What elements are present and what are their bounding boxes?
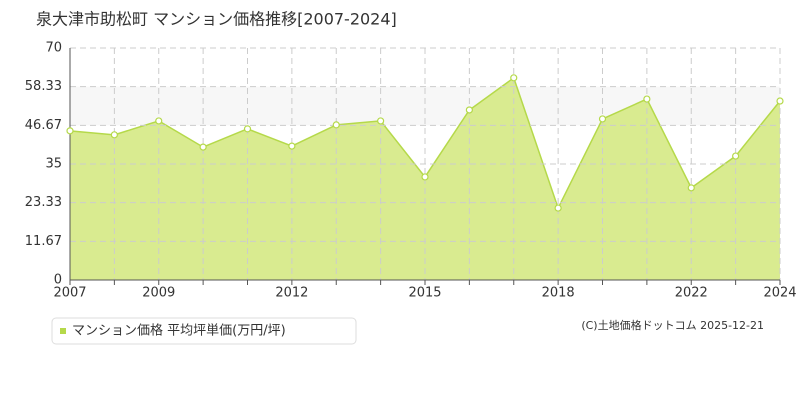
point <box>421 173 429 181</box>
x-tick-label: 2009 <box>142 286 175 301</box>
point <box>155 117 163 125</box>
point <box>199 143 207 151</box>
y-tick-label: 23.33 <box>25 195 62 210</box>
x-tick-label: 2007 <box>53 286 86 301</box>
x-tick-label: 2012 <box>275 286 308 301</box>
x-tick-label: 2024 <box>763 286 796 301</box>
x-tick-label: 2015 <box>408 286 441 301</box>
point <box>554 204 562 212</box>
point <box>66 127 74 135</box>
point <box>288 142 296 150</box>
point <box>332 121 340 129</box>
point <box>377 117 385 125</box>
point <box>687 184 695 192</box>
y-tick-label: 58.33 <box>25 79 62 94</box>
x-tick-label: 2018 <box>542 286 575 301</box>
legend-label: マンション価格 平均坪単価(万円/坪) <box>72 323 286 339</box>
legend-box <box>51 317 357 345</box>
y-tick-label: 11.67 <box>25 234 62 249</box>
legend-swatch <box>60 328 66 334</box>
point <box>243 125 252 133</box>
point <box>732 152 740 160</box>
point <box>643 95 651 103</box>
point <box>776 97 784 105</box>
chart-title: 泉大津市助松町 マンション価格推移[2007-2024] <box>36 10 397 29</box>
y-tick-label: 46.67 <box>25 118 62 133</box>
point <box>110 131 118 139</box>
point <box>510 74 518 82</box>
point <box>598 115 607 123</box>
y-tick-label: 70 <box>45 41 62 56</box>
x-tick-label: 2022 <box>675 286 708 301</box>
y-tick-label: 35 <box>45 157 62 172</box>
y-tick-label: 0 <box>54 273 62 288</box>
point <box>465 106 473 114</box>
source: (C)土地価格ドットコム 2025-12-21 <box>581 318 764 332</box>
